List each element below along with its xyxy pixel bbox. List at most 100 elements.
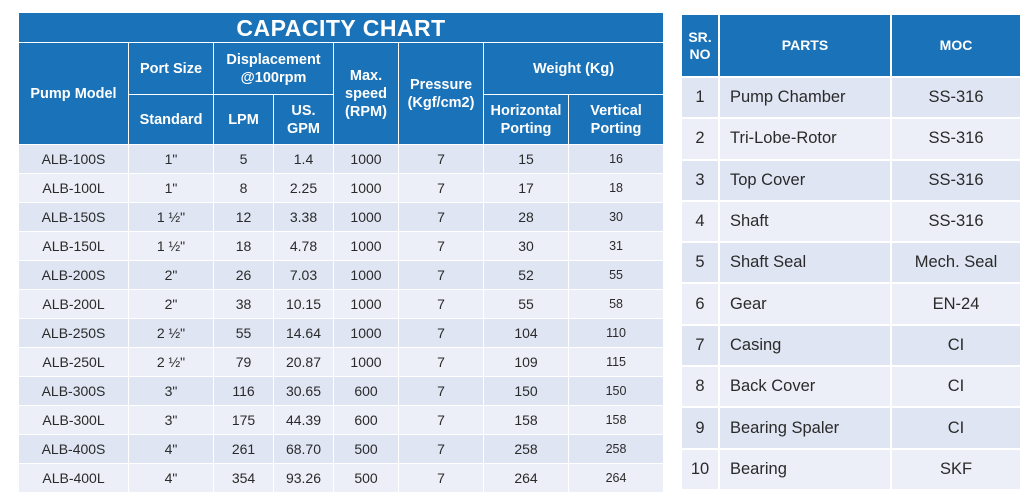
header-horizontal-porting: Horizontal Porting xyxy=(483,94,569,145)
cell-port: 3" xyxy=(128,376,214,406)
cell-lpm: 79 xyxy=(213,347,274,377)
cell-port: 1 ½" xyxy=(128,231,214,261)
table-row: ALB-150S 1 ½" 12 3.38 1000 7 28 30 xyxy=(18,202,665,232)
cell-port: 1" xyxy=(128,144,214,174)
cell-model: ALB-150L xyxy=(18,231,129,261)
cell-gpm: 7.03 xyxy=(273,260,334,290)
cell-weight-vertical: 16 xyxy=(567,144,665,174)
table-row: 2 Tri-Lobe-Rotor SS-316 xyxy=(680,117,1022,161)
cell-port: 1" xyxy=(128,173,214,203)
header-us-gpm: US. GPM xyxy=(273,94,334,145)
table-row: ALB-200S 2" 26 7.03 1000 7 52 55 xyxy=(18,260,665,290)
cell-model: ALB-150S xyxy=(18,202,129,232)
cell-sr-no: 2 xyxy=(680,117,720,161)
cell-part: Gear xyxy=(718,282,892,326)
cell-moc: SS-316 xyxy=(890,117,1022,161)
cell-moc: SS-316 xyxy=(890,75,1022,120)
header-moc: MOC xyxy=(890,13,1022,78)
cell-moc: SS-316 xyxy=(890,199,1022,244)
cell-lpm: 26 xyxy=(213,260,274,290)
cell-sr-no: 10 xyxy=(680,447,720,491)
header-max-speed: Max. speed (RPM) xyxy=(333,42,399,145)
header-pressure: Pressure (Kgf/cm2) xyxy=(398,42,484,145)
cell-model: ALB-400L xyxy=(18,463,129,493)
table-row: ALB-400L 4" 354 93.26 500 7 264 264 xyxy=(18,463,665,493)
cell-pressure: 7 xyxy=(398,376,484,406)
cell-weight-horizontal: 17 xyxy=(483,173,569,203)
cell-part: Pump Chamber xyxy=(718,75,892,120)
cell-speed: 1000 xyxy=(333,202,399,232)
cell-sr-no: 4 xyxy=(680,199,720,244)
cell-weight-vertical: 110 xyxy=(567,318,665,348)
cell-port: 4" xyxy=(128,463,214,493)
cell-speed: 1000 xyxy=(333,289,399,319)
table-row: 6 Gear EN-24 xyxy=(680,282,1022,326)
cell-weight-horizontal: 104 xyxy=(483,318,569,348)
cell-sr-no: 6 xyxy=(680,282,720,326)
cell-moc: SS-316 xyxy=(890,158,1022,202)
cell-weight-vertical: 18 xyxy=(567,173,665,203)
cell-weight-vertical: 58 xyxy=(567,289,665,319)
table-row: 3 Top Cover SS-316 xyxy=(680,158,1022,202)
cell-sr-no: 5 xyxy=(680,241,720,285)
cell-weight-vertical: 31 xyxy=(567,231,665,261)
cell-weight-vertical: 55 xyxy=(567,260,665,290)
cell-gpm: 20.87 xyxy=(273,347,334,377)
cell-moc: CI xyxy=(890,323,1022,368)
cell-pressure: 7 xyxy=(398,173,484,203)
cell-pressure: 7 xyxy=(398,202,484,232)
cell-pressure: 7 xyxy=(398,318,484,348)
cell-port: 4" xyxy=(128,434,214,464)
cell-part: Top Cover xyxy=(718,158,892,202)
cell-weight-horizontal: 158 xyxy=(483,405,569,435)
cell-weight-vertical: 115 xyxy=(567,347,665,377)
cell-pressure: 7 xyxy=(398,260,484,290)
cell-lpm: 55 xyxy=(213,318,274,348)
cell-sr-no: 1 xyxy=(680,75,720,120)
cell-pressure: 7 xyxy=(398,144,484,174)
cell-weight-vertical: 258 xyxy=(567,434,665,464)
cell-sr-no: 7 xyxy=(680,323,720,368)
cell-weight-vertical: 150 xyxy=(567,376,665,406)
cell-weight-vertical: 158 xyxy=(567,405,665,435)
cell-model: ALB-250L xyxy=(18,347,129,377)
cell-lpm: 8 xyxy=(213,173,274,203)
cell-weight-horizontal: 52 xyxy=(483,260,569,290)
header-lpm: LPM xyxy=(213,94,274,145)
cell-moc: CI xyxy=(890,365,1022,409)
table-row: 10 Bearing SKF xyxy=(680,447,1022,491)
cell-weight-horizontal: 264 xyxy=(483,463,569,493)
cell-port: 3" xyxy=(128,405,214,435)
cell-sr-no: 9 xyxy=(680,406,720,450)
cell-part: Tri-Lobe-Rotor xyxy=(718,117,892,161)
cell-model: ALB-300L xyxy=(18,405,129,435)
cell-port: 2 ½" xyxy=(128,347,214,377)
cell-weight-horizontal: 28 xyxy=(483,202,569,232)
cell-weight-horizontal: 258 xyxy=(483,434,569,464)
cell-sr-no: 3 xyxy=(680,158,720,202)
cell-model: ALB-300S xyxy=(18,376,129,406)
table-row: 1 Pump Chamber SS-316 xyxy=(680,75,1022,120)
cell-port: 2 ½" xyxy=(128,318,214,348)
cell-moc: Mech. Seal xyxy=(890,241,1022,285)
cell-gpm: 30.65 xyxy=(273,376,334,406)
cell-moc: SKF xyxy=(890,447,1022,491)
cell-sr-no: 8 xyxy=(680,365,720,409)
capacity-chart-title: CAPACITY CHART xyxy=(17,13,665,43)
cell-gpm: 3.38 xyxy=(273,202,334,232)
parts-table: SR. NO PARTS MOC 1 Pump Chamber SS-316 2 Tri… xyxy=(680,13,1022,491)
table-row: ALB-300L 3" 175 44.39 600 7 158 158 xyxy=(18,405,665,435)
cell-pressure: 7 xyxy=(398,231,484,261)
cell-model: ALB-100L xyxy=(18,173,129,203)
table-row: ALB-100S 1" 5 1.4 1000 7 15 16 xyxy=(18,144,665,174)
cell-speed: 1000 xyxy=(333,318,399,348)
cell-pressure: 7 xyxy=(398,289,484,319)
cell-weight-horizontal: 150 xyxy=(483,376,569,406)
header-port-standard: Standard xyxy=(128,94,214,145)
cell-part: Shaft xyxy=(718,199,892,244)
cell-gpm: 10.15 xyxy=(273,289,334,319)
cell-lpm: 12 xyxy=(213,202,274,232)
cell-speed: 500 xyxy=(333,463,399,493)
cell-pressure: 7 xyxy=(398,434,484,464)
cell-speed: 600 xyxy=(333,405,399,435)
